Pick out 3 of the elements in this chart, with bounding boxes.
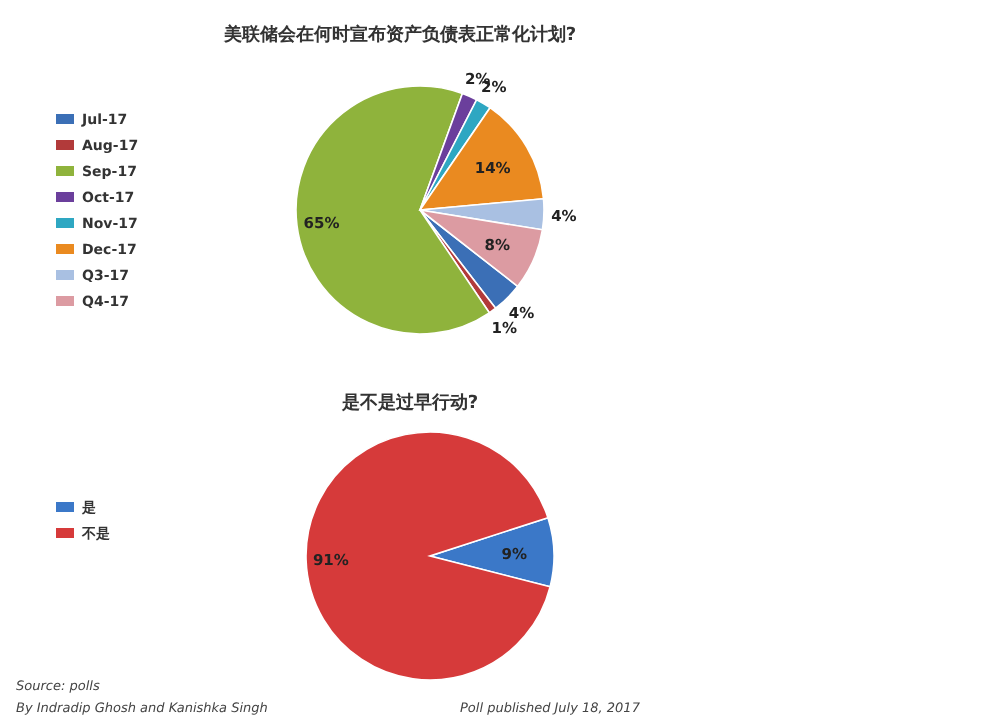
chart-title: 美联储会在何时宣布资产负债表正常化计划? [221, 24, 577, 46]
pie-slice [305, 431, 551, 681]
chart-title: 是不是过早行动? [339, 392, 479, 414]
